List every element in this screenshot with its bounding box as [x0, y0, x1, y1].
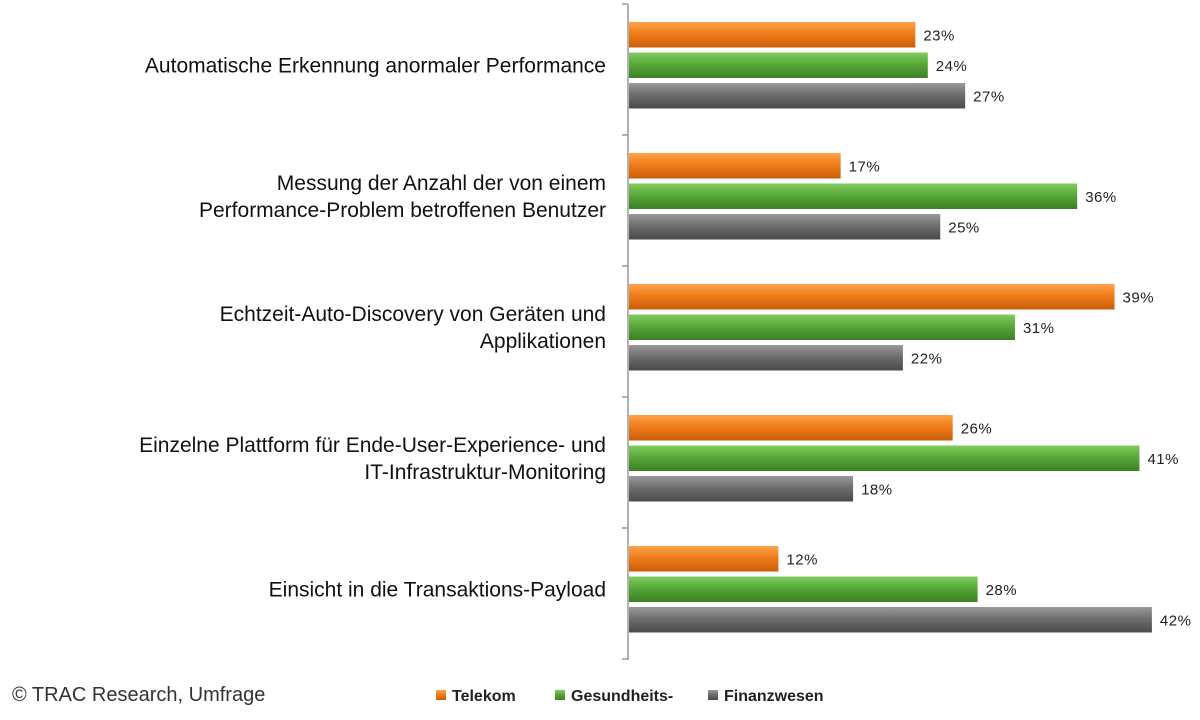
legend-swatch-gesundheits — [555, 690, 565, 700]
category-label: Messung der Anzahl der von einem — [277, 172, 606, 195]
source-credit: © TRAC Research, Umfrage — [12, 684, 266, 706]
data-label: 26% — [961, 420, 993, 437]
legend-label: Gesundheits- — [571, 688, 673, 705]
legend-label: Finanzwesen — [724, 688, 824, 705]
category-label: Applikationen — [480, 330, 606, 353]
bar-telekom — [629, 415, 953, 441]
data-label: 25% — [948, 219, 980, 236]
bar-telekom — [629, 546, 779, 572]
bar-finanzwesen — [629, 345, 903, 371]
category-label: IT-Infrastruktur-Monitoring — [364, 461, 606, 484]
category-label: Performance-Problem betroffenen Benutzer — [199, 199, 606, 222]
data-label: 39% — [1123, 289, 1155, 306]
data-label: 12% — [786, 551, 818, 568]
data-label: 42% — [1160, 612, 1192, 629]
category-label: Einsicht in die Transaktions-Payload — [269, 578, 606, 601]
data-label: 27% — [973, 88, 1005, 105]
data-label: 41% — [1147, 451, 1179, 468]
bar-finanzwesen — [629, 214, 941, 240]
data-label: 28% — [986, 582, 1018, 599]
legend-swatch-finanzwesen — [708, 690, 718, 700]
bar-finanzwesen — [629, 476, 854, 502]
bar-telekom — [629, 153, 841, 179]
category-label: Einzelne Plattform für Ende-User-Experie… — [139, 434, 606, 457]
bar-gesundheits — [629, 52, 928, 78]
data-label: 36% — [1085, 189, 1117, 206]
data-label: 31% — [1023, 320, 1055, 337]
bar-gesundheits — [629, 445, 1140, 471]
category-label: Echtzeit-Auto-Discovery von Geräten und — [220, 303, 606, 326]
data-label: 17% — [849, 158, 881, 175]
data-label: 23% — [923, 27, 955, 44]
bar-gesundheits — [629, 314, 1015, 340]
legend-swatch-telekom — [436, 690, 446, 700]
category-label: Automatische Erkennung anormaler Perform… — [145, 54, 606, 77]
data-label: 24% — [936, 58, 968, 75]
bar-telekom — [629, 22, 916, 48]
bar-telekom — [629, 284, 1115, 310]
data-label: 18% — [861, 481, 893, 498]
bar-finanzwesen — [629, 83, 966, 109]
data-label: 22% — [911, 350, 943, 367]
bar-gesundheits — [629, 576, 978, 602]
legend-label: Telekom — [452, 688, 516, 705]
bar-gesundheits — [629, 183, 1078, 209]
bar-finanzwesen — [629, 607, 1152, 633]
